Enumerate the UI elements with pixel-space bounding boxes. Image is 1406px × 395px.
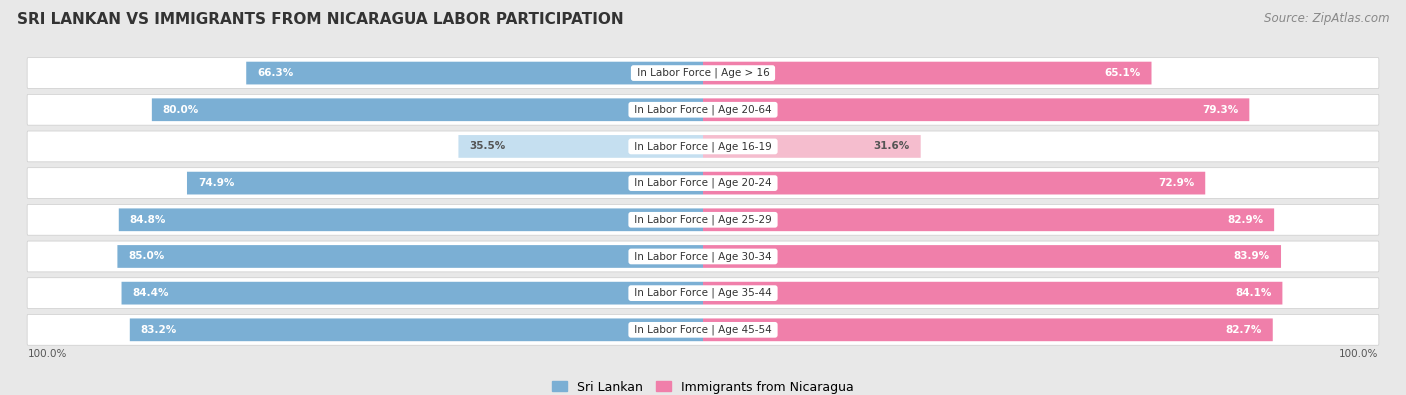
Text: In Labor Force | Age 45-54: In Labor Force | Age 45-54 — [631, 325, 775, 335]
FancyBboxPatch shape — [703, 282, 1282, 305]
FancyBboxPatch shape — [118, 209, 703, 231]
FancyBboxPatch shape — [121, 282, 703, 305]
Text: 100.0%: 100.0% — [28, 349, 67, 359]
Text: 84.8%: 84.8% — [129, 215, 166, 225]
FancyBboxPatch shape — [27, 204, 1379, 235]
Text: Source: ZipAtlas.com: Source: ZipAtlas.com — [1264, 12, 1389, 25]
FancyBboxPatch shape — [27, 58, 1379, 88]
Text: In Labor Force | Age 30-34: In Labor Force | Age 30-34 — [631, 251, 775, 262]
FancyBboxPatch shape — [458, 135, 703, 158]
FancyBboxPatch shape — [703, 98, 1250, 121]
Text: 84.1%: 84.1% — [1234, 288, 1271, 298]
FancyBboxPatch shape — [703, 172, 1205, 194]
Legend: Sri Lankan, Immigrants from Nicaragua: Sri Lankan, Immigrants from Nicaragua — [547, 376, 859, 395]
Text: In Labor Force | Age > 16: In Labor Force | Age > 16 — [634, 68, 772, 78]
FancyBboxPatch shape — [703, 62, 1152, 85]
Text: In Labor Force | Age 20-64: In Labor Force | Age 20-64 — [631, 105, 775, 115]
FancyBboxPatch shape — [27, 314, 1379, 345]
FancyBboxPatch shape — [703, 209, 1274, 231]
Text: In Labor Force | Age 16-19: In Labor Force | Age 16-19 — [631, 141, 775, 152]
Text: 84.4%: 84.4% — [132, 288, 169, 298]
FancyBboxPatch shape — [246, 62, 703, 85]
FancyBboxPatch shape — [187, 172, 703, 194]
Text: 82.7%: 82.7% — [1226, 325, 1261, 335]
FancyBboxPatch shape — [152, 98, 703, 121]
Text: In Labor Force | Age 25-29: In Labor Force | Age 25-29 — [631, 214, 775, 225]
Text: 74.9%: 74.9% — [198, 178, 235, 188]
FancyBboxPatch shape — [27, 278, 1379, 308]
Text: 65.1%: 65.1% — [1104, 68, 1140, 78]
Text: 82.9%: 82.9% — [1227, 215, 1263, 225]
Text: 72.9%: 72.9% — [1159, 178, 1194, 188]
FancyBboxPatch shape — [118, 245, 703, 268]
Text: In Labor Force | Age 20-24: In Labor Force | Age 20-24 — [631, 178, 775, 188]
Text: 35.5%: 35.5% — [470, 141, 506, 151]
Text: 31.6%: 31.6% — [873, 141, 910, 151]
FancyBboxPatch shape — [129, 318, 703, 341]
FancyBboxPatch shape — [27, 131, 1379, 162]
FancyBboxPatch shape — [27, 241, 1379, 272]
FancyBboxPatch shape — [27, 168, 1379, 199]
FancyBboxPatch shape — [703, 245, 1281, 268]
Text: 79.3%: 79.3% — [1202, 105, 1239, 115]
Text: 85.0%: 85.0% — [128, 252, 165, 261]
FancyBboxPatch shape — [27, 94, 1379, 125]
Text: 83.2%: 83.2% — [141, 325, 177, 335]
Text: In Labor Force | Age 35-44: In Labor Force | Age 35-44 — [631, 288, 775, 298]
Text: 83.9%: 83.9% — [1234, 252, 1270, 261]
Text: SRI LANKAN VS IMMIGRANTS FROM NICARAGUA LABOR PARTICIPATION: SRI LANKAN VS IMMIGRANTS FROM NICARAGUA … — [17, 12, 623, 27]
Text: 80.0%: 80.0% — [163, 105, 200, 115]
Text: 66.3%: 66.3% — [257, 68, 294, 78]
Text: 100.0%: 100.0% — [1339, 349, 1378, 359]
FancyBboxPatch shape — [703, 135, 921, 158]
FancyBboxPatch shape — [703, 318, 1272, 341]
